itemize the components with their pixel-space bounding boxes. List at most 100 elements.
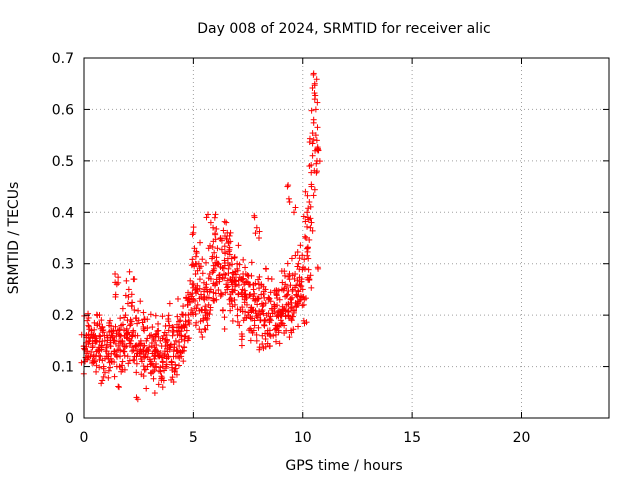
data-point [234, 312, 241, 319]
data-point [108, 358, 115, 365]
data-point [139, 319, 146, 326]
data-point [285, 312, 292, 319]
data-point [94, 312, 101, 319]
data-point [239, 304, 246, 311]
data-point [240, 256, 247, 263]
data-point [217, 292, 224, 299]
data-point [265, 275, 272, 282]
data-point [186, 335, 193, 342]
data-point [267, 313, 274, 320]
data-point [105, 353, 112, 360]
data-point [232, 271, 239, 278]
data-point [262, 336, 269, 343]
data-point [152, 332, 159, 339]
data-point [166, 322, 173, 329]
data-point [144, 316, 151, 323]
data-point [128, 291, 135, 298]
y-tick-label: 0.6 [52, 102, 74, 118]
data-point [192, 260, 199, 267]
data-point [189, 256, 196, 263]
data-point [199, 256, 206, 263]
data-point [274, 295, 281, 302]
data-point [141, 327, 148, 334]
data-point [231, 254, 238, 261]
data-point [282, 313, 289, 320]
data-point [288, 317, 295, 324]
data-point [99, 377, 106, 384]
data-point [223, 235, 230, 242]
data-point [83, 350, 90, 357]
data-point [259, 307, 266, 314]
data-point [149, 324, 156, 331]
data-point [211, 249, 218, 256]
data-point [246, 292, 253, 299]
data-point [276, 340, 283, 347]
axis-ticks: 0 5 10 15 20 0 0.1 0.2 0.3 0.4 0.5 0.6 0.7 [52, 51, 609, 446]
data-point [207, 304, 214, 311]
x-tick-label: 20 [513, 430, 531, 446]
data-point [250, 281, 257, 288]
data-point [267, 298, 274, 305]
data-point [302, 295, 309, 302]
data-point [279, 320, 286, 327]
data-point [290, 309, 297, 316]
data-point [235, 242, 242, 249]
data-point [206, 311, 213, 318]
data-point [292, 204, 299, 211]
data-point [266, 343, 273, 350]
data-point [171, 341, 178, 348]
data-point [99, 329, 106, 336]
data-point [84, 317, 91, 324]
data-point [307, 203, 314, 210]
data-point [278, 312, 285, 319]
data-point [270, 332, 277, 339]
data-point [289, 272, 296, 279]
data-point [193, 248, 200, 255]
data-point [251, 212, 258, 219]
data-point [226, 251, 233, 258]
data-point [98, 380, 105, 387]
data-point [170, 328, 177, 335]
data-point [190, 229, 197, 236]
data-point [285, 273, 292, 280]
data-point [196, 285, 203, 292]
data-point [210, 267, 217, 274]
data-point [231, 296, 238, 303]
data-point [207, 242, 214, 249]
data-point [108, 323, 115, 330]
data-point [125, 293, 132, 300]
data-point [262, 286, 269, 293]
data-point [287, 305, 294, 312]
data-point [284, 291, 291, 298]
data-point [312, 106, 319, 113]
chart-title: Day 008 of 2024, SRMTID for receiver ali… [197, 21, 490, 37]
data-point [155, 320, 162, 327]
data-point [289, 294, 296, 301]
data-point [173, 371, 180, 378]
data-point [302, 218, 309, 225]
data-point [119, 339, 126, 346]
data-point [190, 224, 197, 231]
data-point [133, 369, 140, 376]
data-point [85, 341, 92, 348]
data-point [313, 137, 320, 144]
data-point [96, 332, 103, 339]
data-point [100, 373, 107, 380]
data-point [263, 266, 270, 273]
data-point [291, 209, 297, 216]
data-point [274, 288, 281, 295]
data-point [279, 303, 286, 310]
data-point [105, 367, 112, 374]
data-point [112, 351, 119, 358]
data-point [138, 356, 145, 363]
data-point [84, 354, 91, 361]
data-point [297, 293, 304, 300]
data-point [218, 291, 225, 298]
data-point [267, 289, 274, 296]
data-point [162, 365, 169, 372]
data-point [214, 260, 221, 267]
data-point [300, 264, 307, 271]
data-point [172, 337, 179, 344]
data-point [310, 136, 317, 143]
data-point [122, 312, 129, 319]
